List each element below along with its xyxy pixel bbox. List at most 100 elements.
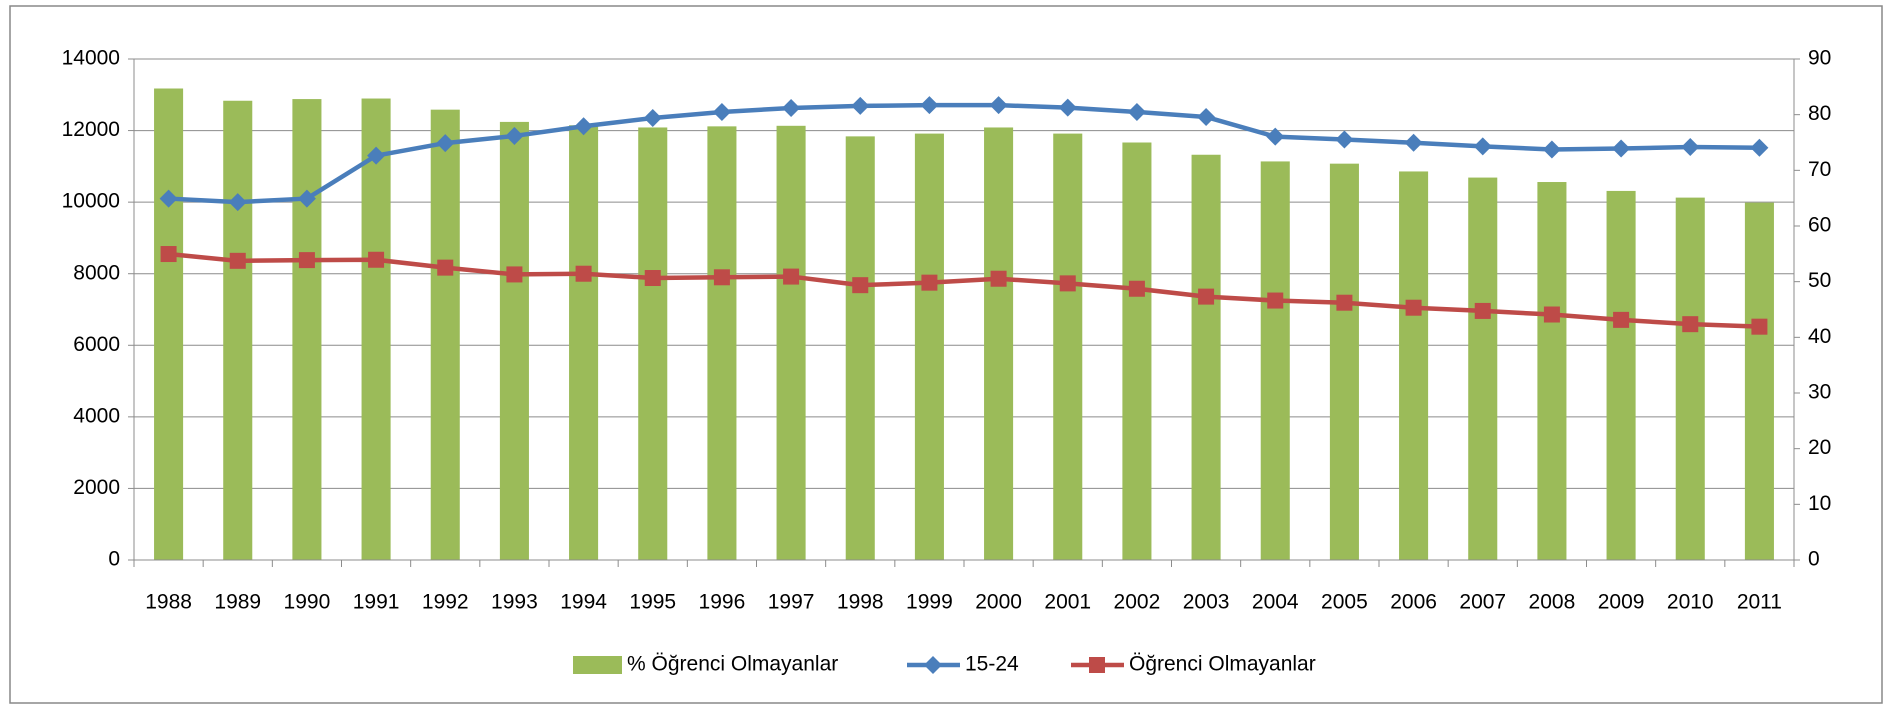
line-marker	[506, 266, 523, 283]
bar	[569, 125, 599, 560]
line-marker	[1059, 275, 1076, 292]
bar	[845, 136, 875, 561]
x-tick-label: 2002	[1114, 591, 1161, 614]
y2-tick-label: 70	[1808, 158, 1831, 181]
x-tick-label: 2005	[1321, 591, 1368, 614]
bar	[638, 127, 668, 560]
line-marker	[160, 246, 177, 263]
y2-tick-label: 20	[1808, 436, 1831, 459]
line-marker	[921, 274, 938, 291]
bar	[914, 133, 944, 561]
line-marker	[1750, 138, 1769, 157]
bar	[430, 109, 460, 560]
bar	[1122, 142, 1152, 560]
y2-tick-label: 10	[1808, 492, 1831, 515]
line-marker	[852, 277, 869, 294]
x-tick-label: 2008	[1529, 591, 1576, 614]
line-marker	[574, 117, 593, 136]
line-marker	[297, 189, 316, 208]
line-marker	[851, 96, 870, 115]
line-marker	[989, 96, 1008, 115]
line-marker	[575, 265, 592, 282]
y2-tick-label: 0	[1808, 548, 1820, 571]
bar	[154, 88, 184, 561]
legend-label: % Öğrenci Olmayanlar	[627, 653, 838, 676]
y2-tick-label: 80	[1808, 102, 1831, 125]
line-marker	[228, 193, 247, 212]
bar	[1744, 202, 1774, 560]
line-marker	[1198, 288, 1215, 305]
legend-label: Öğrenci Olmayanlar	[1129, 653, 1316, 676]
bar	[1468, 177, 1498, 560]
line-marker	[229, 252, 246, 269]
x-tick-label: 1996	[699, 591, 746, 614]
x-tick-label: 1994	[560, 591, 607, 614]
line-marker	[1267, 292, 1284, 309]
line	[168, 251, 1760, 329]
line-marker	[1751, 318, 1768, 335]
x-tick-label: 2001	[1044, 591, 1091, 614]
bar	[1191, 154, 1221, 560]
bar	[1537, 182, 1567, 561]
y-tick-label: 0	[108, 548, 120, 571]
line-marker	[1197, 107, 1216, 126]
x-tick-label: 2004	[1252, 591, 1299, 614]
x-tick-label: 1991	[353, 591, 400, 614]
y-tick-label: 12000	[62, 118, 120, 141]
line-marker	[712, 102, 731, 121]
line	[168, 102, 1760, 205]
legend-marker	[924, 656, 942, 674]
line-marker	[1266, 127, 1285, 146]
line-marker	[1473, 137, 1492, 156]
line-marker	[990, 270, 1007, 287]
y-tick-label: 8000	[73, 261, 120, 284]
line-marker	[159, 189, 178, 208]
bar	[499, 121, 529, 561]
line-marker	[643, 109, 662, 128]
bar	[361, 98, 391, 561]
y-tick-label: 14000	[62, 47, 120, 70]
line-marker	[1681, 138, 1700, 157]
line-marker	[367, 146, 386, 165]
bar	[1260, 161, 1290, 560]
x-tick-label: 2003	[1183, 591, 1230, 614]
x-tick-label: 1997	[768, 591, 815, 614]
x-tick-label: 2009	[1598, 591, 1645, 614]
x-tick-label: 2000	[975, 591, 1022, 614]
line-marker	[298, 252, 315, 269]
y2-tick-label: 30	[1808, 381, 1831, 404]
line-marker	[920, 96, 939, 115]
y2-tick-label: 50	[1808, 269, 1831, 292]
y2-tick-label: 40	[1808, 325, 1831, 348]
line-marker	[1336, 294, 1353, 311]
line-marker	[1474, 302, 1491, 319]
line-marker	[1613, 311, 1630, 328]
bar	[292, 99, 322, 560]
line-marker	[1405, 299, 1422, 316]
x-tick-label: 1999	[906, 591, 953, 614]
x-tick-label: 2007	[1459, 591, 1506, 614]
y2-tick-label: 60	[1808, 214, 1831, 237]
bar	[707, 126, 737, 561]
x-tick-label: 2011	[1737, 591, 1782, 614]
y-tick-label: 10000	[62, 190, 120, 213]
line-marker	[1127, 102, 1146, 121]
y2-tick-label: 90	[1808, 47, 1831, 70]
line-marker	[505, 126, 524, 145]
bar	[1675, 197, 1705, 561]
line-marker	[436, 134, 455, 153]
chart-frame	[9, 5, 1883, 704]
line-marker	[1128, 280, 1145, 297]
line-marker	[782, 99, 801, 118]
y-tick-label: 6000	[73, 333, 120, 356]
bar	[1399, 171, 1429, 561]
legend-marker	[1089, 657, 1105, 673]
line-marker	[437, 259, 454, 276]
x-tick-label: 2006	[1390, 591, 1437, 614]
line-marker	[1404, 133, 1423, 152]
line-marker	[1543, 306, 1560, 323]
legend-swatch	[573, 656, 622, 674]
bar	[1329, 163, 1359, 561]
bar	[1606, 190, 1636, 560]
